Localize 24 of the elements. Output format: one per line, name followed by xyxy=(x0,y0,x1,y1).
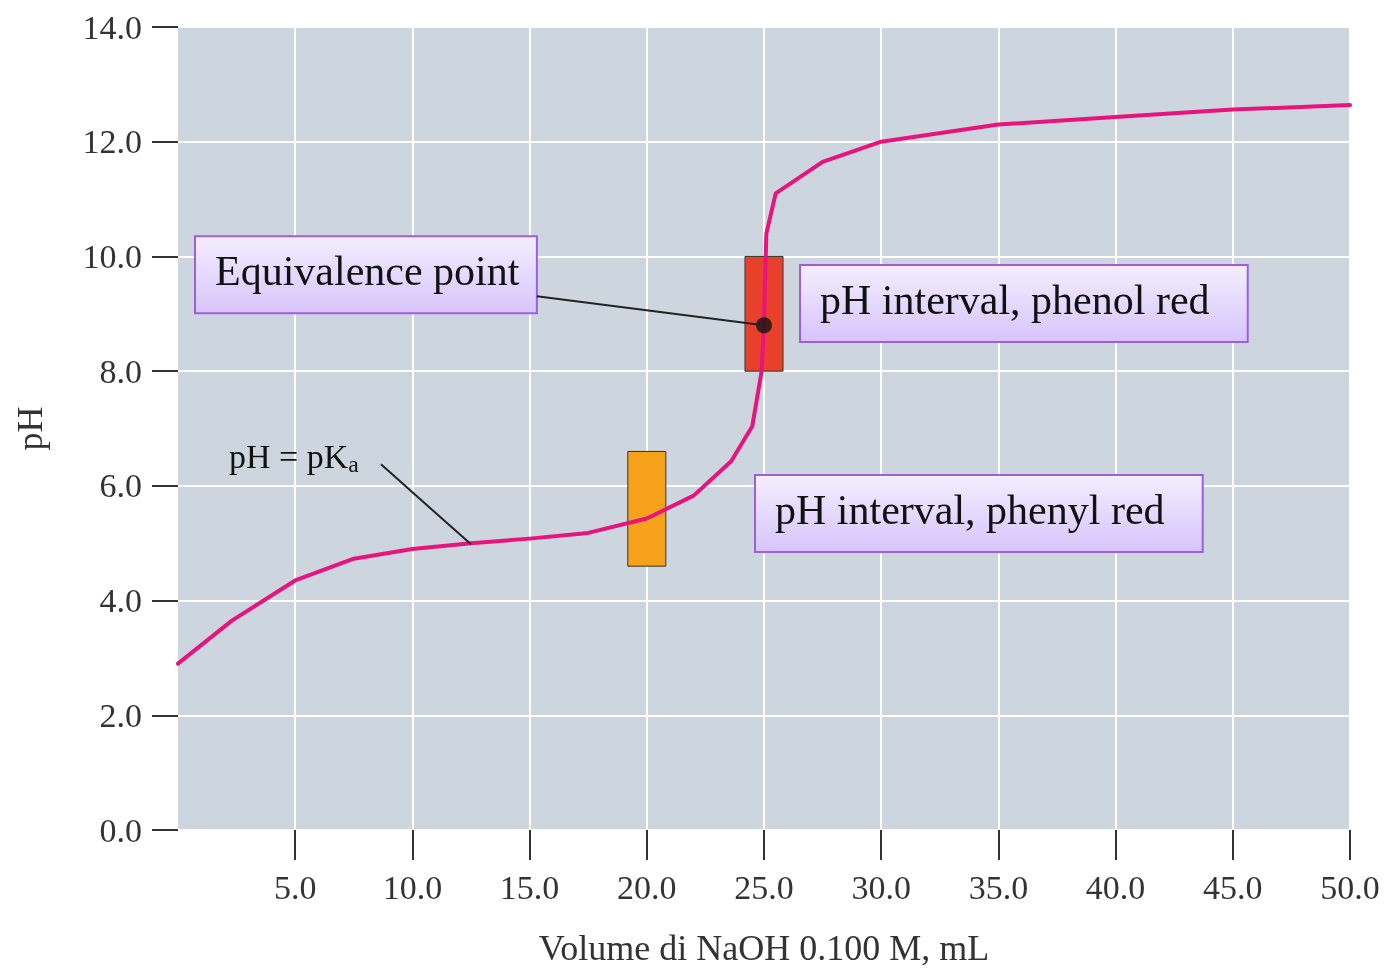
y-tick-label: 14.0 xyxy=(82,8,142,46)
annotation: pH interval, phenol red xyxy=(820,277,1210,323)
y-tick-label: 0.0 xyxy=(99,811,142,849)
x-tick-label: 5.0 xyxy=(273,868,317,906)
y-tick-label: 4.0 xyxy=(99,582,142,620)
x-tick-label: 35.0 xyxy=(968,868,1029,906)
x-tick-label: 30.0 xyxy=(851,868,911,906)
y-tick-label: 10.0 xyxy=(82,237,142,275)
y-tick-label: 8.0 xyxy=(99,352,142,390)
x-tick-label: 45.0 xyxy=(1203,868,1263,906)
line-series xyxy=(176,103,1352,666)
y-tick-label: 6.0 xyxy=(99,467,142,505)
y-axis-title: pH xyxy=(10,406,50,451)
y-tick-label: 2.0 xyxy=(99,696,142,734)
x-tick-label: 10.0 xyxy=(382,868,443,906)
y-tick-label: 12.0 xyxy=(82,123,142,161)
annotation: Equivalence point xyxy=(215,248,520,295)
x-tick-label: 15.0 xyxy=(499,868,560,906)
x-tick-label: 25.0 xyxy=(734,868,794,906)
x-tick-label: 20.0 xyxy=(617,868,677,906)
x-tick-label: 40.0 xyxy=(1085,868,1146,906)
x-tick-label: 50.0 xyxy=(1320,868,1380,906)
annotation: pH interval, phenyl red xyxy=(775,487,1165,533)
x-axis-title: Volume di NaOH 0.100 M, mL xyxy=(538,928,990,968)
